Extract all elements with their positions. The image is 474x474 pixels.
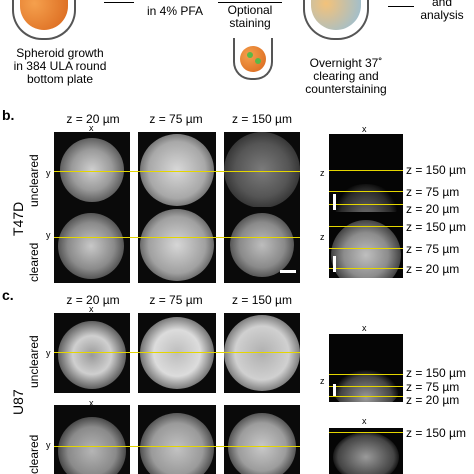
panel-c-xz-x-label-2: x: [362, 416, 367, 426]
step4-label: Overnight 37˚ clearing and counterstaini…: [305, 56, 387, 96]
panel-b-cleared-z75: [138, 207, 216, 283]
panel-b-col-3-label: z = 150 µm: [232, 112, 292, 126]
panel-b-cleared-z20: [54, 207, 130, 283]
panel-c-uncleared-z20: [54, 313, 130, 393]
panel-b-cell-line: T47D: [10, 201, 26, 236]
panel-c-y-label: y: [46, 348, 51, 358]
workflow-arrow-1: [104, 2, 134, 3]
panel-b-xz1-label-150: z = 150 µm: [406, 163, 466, 177]
panel-b-uncleared-guide: [54, 171, 300, 172]
step2-label: in 4% PFA: [146, 4, 204, 18]
step5-label: and analysis: [420, 0, 464, 22]
panel-c-xz1-label-150: z = 150 µm: [406, 366, 466, 380]
panel-c-cleared-guide: [54, 446, 300, 447]
panel-c-col-3-label: z = 150 µm: [232, 293, 292, 307]
panel-b-row-2-label: cleared: [27, 242, 41, 282]
panel-c-cleared-z75: [138, 405, 216, 474]
panel-b-scale-bar: [280, 270, 296, 273]
panel-b-y-label: y: [46, 168, 51, 178]
tube-1-illustration: [12, 0, 76, 40]
panel-b-col-2-label: z = 75 µm: [149, 112, 203, 126]
panel-b-xz-x-label: x: [362, 124, 367, 134]
tube-4-illustration: [303, 0, 369, 40]
panel-c-xz-cleared: [329, 428, 403, 474]
panel-b-uncleared-z75: [138, 132, 216, 208]
panel-c-uncleared-guide: [54, 352, 300, 353]
panel-b-xz1-label-75: z = 75 µm: [406, 185, 460, 199]
panel-c-y-label-2: y: [46, 440, 51, 450]
tube-3-illustration: [233, 38, 273, 80]
panel-b-xz2-label-20: z = 20 µm: [406, 262, 460, 276]
panel-b-uncleared-z150: [224, 132, 300, 208]
panel-b-col-1-label: z = 20 µm: [66, 112, 120, 126]
panel-c-uncleared-z75: [138, 313, 216, 393]
panel-c-xz1-label-20: z = 20 µm: [406, 393, 460, 407]
panel-b-x-label: x: [89, 123, 94, 133]
panel-b-letter: b.: [2, 107, 15, 123]
panel-c-xz-x-label: x: [362, 323, 367, 333]
panel-b-xz-z-label: z: [320, 168, 325, 178]
panel-b-xz2-label-75: z = 75 µm: [406, 242, 460, 256]
panel-c-row-1-label: uncleared: [27, 335, 41, 388]
panel-c-cleared-z150: [224, 405, 300, 474]
panel-c-xz-z-label: z: [320, 376, 325, 386]
panel-b-row-1-label: uncleared: [27, 154, 41, 207]
panel-b-xz-z-label-2: z: [320, 232, 325, 242]
panel-c-cleared-z20: [54, 405, 130, 474]
panel-c-xz1-label-75: z = 75 µm: [406, 380, 460, 394]
panel-c-letter: c.: [2, 287, 14, 303]
panel-b-xz-uncleared: [329, 134, 403, 214]
step1-label: Spheroid growth in 384 ULA round bottom …: [13, 46, 107, 86]
panel-c-row-2-label: cleared: [27, 434, 41, 474]
panel-b-xz2-label-150: z = 150 µm: [406, 220, 466, 234]
panel-c-xz2-label-150: z = 150 µm: [406, 426, 466, 440]
panel-c-cell-line: U87: [10, 389, 26, 415]
panel-c-uncleared-z150: [224, 313, 300, 393]
panel-b-xz1-label-20: z = 20 µm: [406, 202, 460, 216]
panel-b-uncleared-z20: [54, 132, 130, 208]
panel-b-xz-cleared: [329, 212, 403, 278]
panel-c-x-label-2: x: [89, 398, 94, 408]
panel-b-y-label-2: y: [46, 230, 51, 240]
step3-label: Optional staining: [227, 3, 273, 30]
panel-c-x-label: x: [89, 304, 94, 314]
workflow-arrow-4: [388, 6, 414, 7]
panel-c-col-1-label: z = 20 µm: [66, 293, 120, 307]
panel-c-xz-uncleared: [329, 334, 403, 402]
panel-b-cleared-z150: [224, 207, 300, 283]
panel-c-col-2-label: z = 75 µm: [149, 293, 203, 307]
workflow-arrow-2: [218, 2, 282, 3]
panel-b-cleared-guide: [54, 237, 300, 238]
